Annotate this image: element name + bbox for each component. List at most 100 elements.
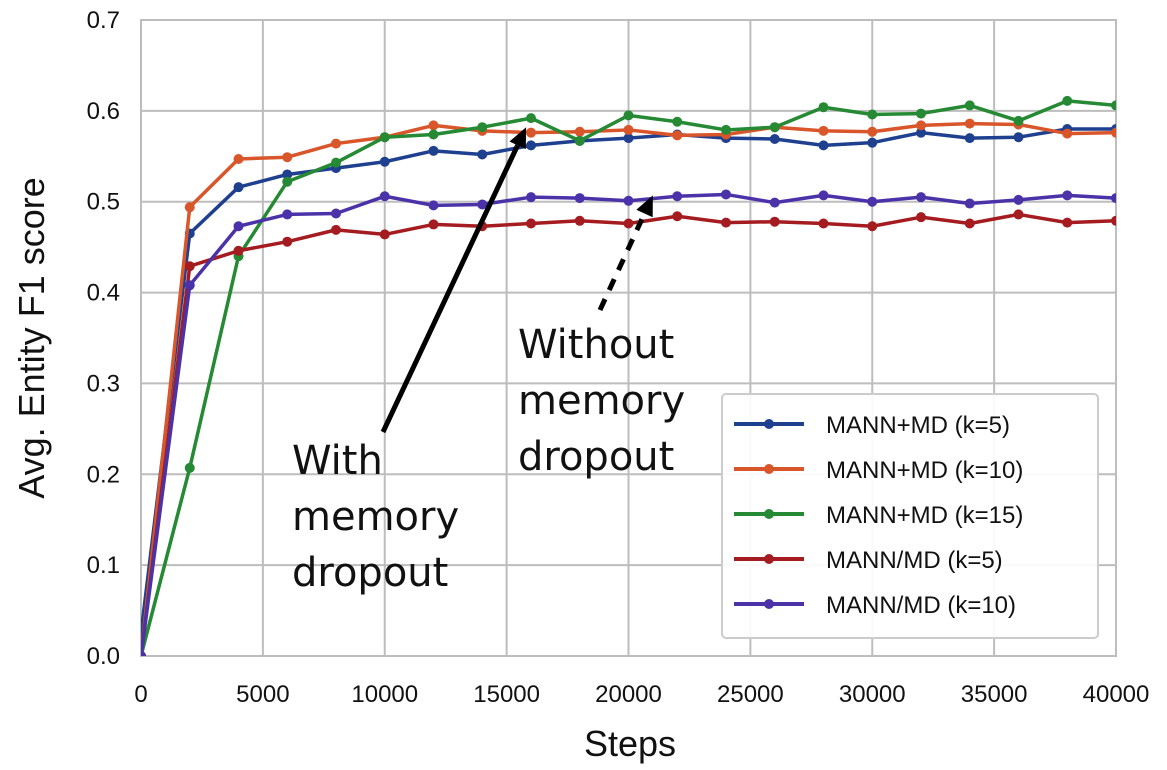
data-point	[1013, 209, 1024, 220]
data-point	[141, 651, 146, 656]
annotation-arrow-with	[380, 144, 520, 434]
data-point	[233, 154, 244, 165]
y-axis-ticks: 0.0 0.1 0.2 0.3 0.4 0.5 0.6 0.7	[87, 7, 120, 670]
legend-swatch-marker	[764, 509, 774, 519]
data-point	[1062, 190, 1073, 201]
data-point	[916, 212, 926, 223]
data-point	[916, 108, 926, 119]
annotation-arrowhead-without	[636, 195, 653, 218]
data-point	[672, 116, 683, 127]
data-point	[1013, 194, 1024, 205]
data-point	[769, 197, 780, 208]
data-point	[623, 124, 634, 135]
y-tick-label: 0.2	[87, 461, 120, 488]
legend-label: MANN/MD (k=5)	[826, 547, 1003, 574]
legend-item: MANN+MD (k=5)	[734, 412, 1010, 439]
data-point	[1013, 132, 1024, 143]
annotation-arrowhead-with	[509, 127, 527, 150]
annotation-arrow-without	[597, 212, 647, 312]
data-point	[526, 192, 536, 203]
data-point	[526, 113, 536, 124]
annotation-with-line-3: dropout	[292, 550, 448, 596]
data-point	[526, 140, 536, 151]
data-point	[1062, 95, 1073, 106]
data-point	[818, 190, 829, 201]
data-point	[428, 219, 439, 230]
y-tick-label: 0.3	[87, 370, 120, 397]
y-tick-label: 0.1	[87, 552, 120, 579]
data-point	[233, 182, 244, 193]
legend-item: MANN+MD (k=15)	[734, 502, 1023, 529]
x-tick-label: 10000	[351, 681, 418, 708]
data-point	[574, 215, 585, 226]
legend-item: MANN+MD (k=10)	[734, 457, 1023, 484]
data-point	[428, 200, 439, 211]
legend: MANN+MD (k=5) MANN+MD (k=10) MANN+MD (k=15…	[721, 393, 1099, 639]
legend-item: MANN/MD (k=5)	[734, 547, 1003, 574]
data-point	[769, 216, 780, 227]
annotation-with-line-1: With	[292, 438, 383, 484]
data-point	[964, 198, 975, 209]
data-point	[428, 120, 439, 131]
data-point	[623, 133, 634, 144]
data-point	[282, 236, 293, 247]
data-point	[623, 110, 634, 121]
legend-swatch-marker	[764, 599, 774, 609]
data-point	[1111, 193, 1116, 204]
data-point	[477, 122, 488, 133]
data-point	[233, 221, 244, 232]
data-point	[818, 218, 829, 229]
data-point	[526, 127, 536, 138]
data-point	[1111, 127, 1116, 138]
x-tick-label: 25000	[717, 681, 784, 708]
x-tick-label: 0	[134, 681, 147, 708]
data-point	[477, 199, 488, 210]
data-point	[916, 192, 926, 203]
x-tick-label: 30000	[839, 681, 906, 708]
data-point	[623, 218, 634, 229]
legend-label: MANN+MD (k=5)	[826, 412, 1010, 439]
data-point	[867, 137, 878, 148]
x-tick-label: 40000	[1083, 681, 1150, 708]
data-point	[672, 191, 683, 202]
data-point	[331, 157, 341, 168]
data-point	[964, 118, 975, 129]
y-tick-label: 0.6	[87, 98, 120, 125]
data-point	[964, 133, 975, 144]
annotations: With memory dropout Without memory dropo…	[292, 127, 685, 596]
data-point	[526, 218, 536, 229]
legend-swatch-marker	[764, 419, 774, 429]
data-point	[1111, 100, 1116, 111]
data-point	[331, 224, 341, 235]
x-tick-label: 20000	[595, 681, 662, 708]
data-point	[769, 134, 780, 145]
x-tick-label: 35000	[961, 681, 1028, 708]
data-point	[428, 145, 439, 156]
data-point	[721, 189, 731, 200]
data-point	[818, 102, 829, 113]
data-point	[282, 176, 293, 187]
data-point	[867, 126, 878, 137]
data-point	[282, 169, 293, 180]
data-point	[1111, 215, 1116, 226]
data-point	[477, 149, 488, 160]
data-point	[184, 462, 195, 473]
legend-swatch-marker	[764, 554, 774, 564]
data-point	[867, 109, 878, 120]
series-layer	[141, 95, 1116, 656]
data-point	[964, 218, 975, 229]
data-point	[184, 202, 195, 213]
legend-box	[721, 393, 1099, 639]
data-point	[916, 120, 926, 131]
plot-border	[140, 19, 1117, 657]
data-point	[964, 100, 975, 111]
legend-label: MANN/MD (k=10)	[826, 592, 1016, 619]
annotation-without-line-3: dropout	[518, 434, 674, 480]
y-tick-label: 0.7	[87, 7, 120, 34]
series-mann-md-k-10	[141, 189, 1116, 656]
data-point	[574, 193, 585, 204]
data-point	[184, 261, 195, 272]
data-point	[379, 132, 390, 143]
data-point	[867, 221, 878, 232]
